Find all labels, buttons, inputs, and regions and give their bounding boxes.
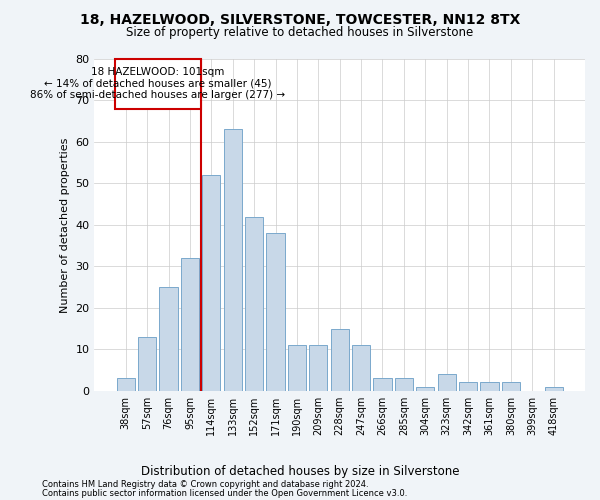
Bar bbox=[266, 233, 284, 391]
Bar bbox=[331, 328, 349, 391]
Bar bbox=[115, 59, 200, 109]
Bar bbox=[202, 175, 220, 391]
Bar bbox=[502, 382, 520, 391]
Bar bbox=[288, 345, 306, 391]
Bar bbox=[373, 378, 392, 391]
Bar bbox=[224, 130, 242, 391]
Bar bbox=[416, 386, 434, 391]
Text: Size of property relative to detached houses in Silverstone: Size of property relative to detached ho… bbox=[127, 26, 473, 39]
Bar bbox=[309, 345, 328, 391]
Bar bbox=[181, 258, 199, 391]
Bar bbox=[245, 216, 263, 391]
Bar bbox=[437, 374, 456, 391]
Text: 18 HAZELWOOD: 101sqm
← 14% of detached houses are smaller (45)
86% of semi-detac: 18 HAZELWOOD: 101sqm ← 14% of detached h… bbox=[31, 68, 286, 100]
Bar bbox=[459, 382, 477, 391]
Bar bbox=[545, 386, 563, 391]
Bar bbox=[160, 287, 178, 391]
Bar bbox=[481, 382, 499, 391]
Text: Contains public sector information licensed under the Open Government Licence v3: Contains public sector information licen… bbox=[42, 488, 407, 498]
Text: Contains HM Land Registry data © Crown copyright and database right 2024.: Contains HM Land Registry data © Crown c… bbox=[42, 480, 368, 489]
Bar bbox=[116, 378, 135, 391]
Bar bbox=[352, 345, 370, 391]
Text: Distribution of detached houses by size in Silverstone: Distribution of detached houses by size … bbox=[141, 465, 459, 478]
Bar bbox=[138, 337, 156, 391]
Bar bbox=[395, 378, 413, 391]
Y-axis label: Number of detached properties: Number of detached properties bbox=[60, 137, 70, 312]
Text: 18, HAZELWOOD, SILVERSTONE, TOWCESTER, NN12 8TX: 18, HAZELWOOD, SILVERSTONE, TOWCESTER, N… bbox=[80, 12, 520, 26]
